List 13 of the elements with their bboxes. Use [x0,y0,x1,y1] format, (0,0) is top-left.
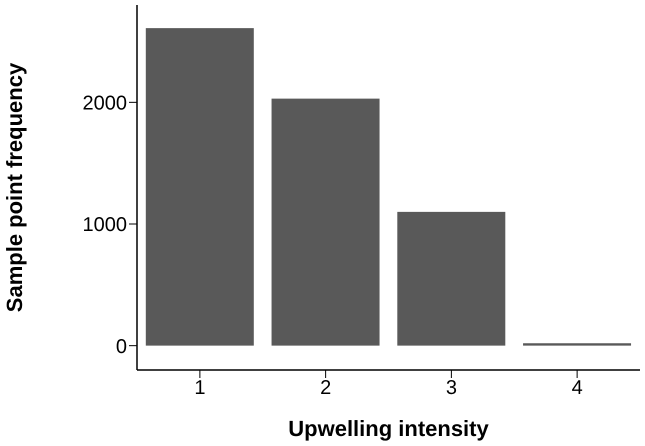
y-tick-label: 0 [116,336,127,358]
x-tick-label: 3 [446,377,457,400]
bar [397,212,506,346]
bar [272,98,380,346]
x-tick-label: 4 [572,377,583,400]
x-axis-title: Upwelling intensity [288,416,490,441]
y-tick-label: 2000 [82,92,127,114]
x-tick-label: 1 [194,377,206,400]
bar [523,343,632,346]
bar [146,28,254,346]
x-tick-label: 2 [320,377,332,400]
y-axis-title: Sample point frequency [2,62,27,312]
y-tick-label: 1000 [82,214,127,236]
